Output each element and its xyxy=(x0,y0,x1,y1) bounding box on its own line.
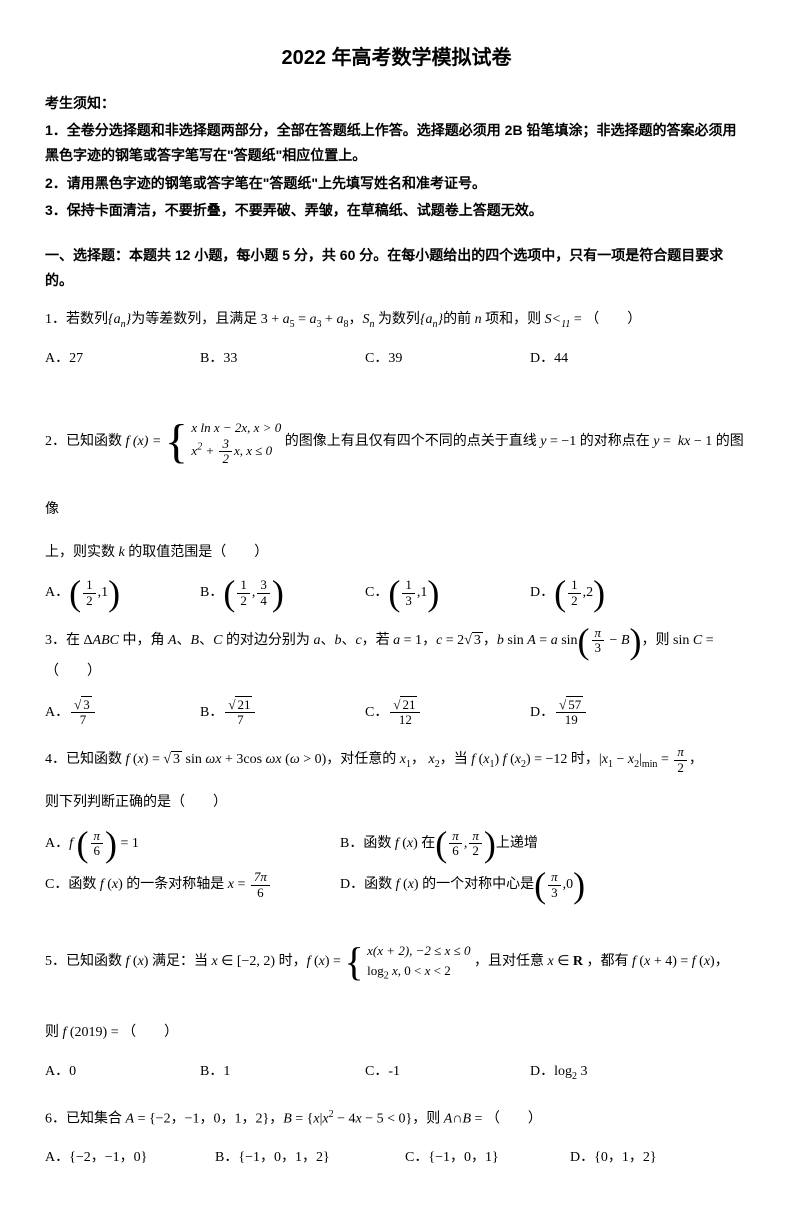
q2-option-d: D．(12,2) xyxy=(530,578,680,608)
q5-options: A．0 B．1 C．-1 D．log2 3 xyxy=(45,1059,748,1086)
question-4-line2: 则下列判断正确的是（ ） xyxy=(45,788,748,819)
q4-option-d: D．函数 f (x) 的一个对称中心是(π3,0) xyxy=(340,870,585,900)
exam-title: 2022 年高考数学模拟试卷 xyxy=(45,40,748,76)
q4-option-b: B．函数 f (x) 在(π6,π2)上递增 xyxy=(340,829,538,859)
question-6: 6．已知集合 A = {−2，−1，0，1，2}，B = {x|x2 − 4x … xyxy=(45,1104,748,1135)
q5-option-a: A．0 xyxy=(45,1059,185,1086)
q2-option-a: A．(12,1) xyxy=(45,578,185,608)
q3-option-d: D．5719 xyxy=(530,698,680,728)
q5-option-b: B．1 xyxy=(200,1059,350,1086)
q2-options: A．(12,1) B．(12,34) C．(13,1) D．(12,2) xyxy=(45,578,748,608)
question-5-line2: 则 f (2019) = （ ） xyxy=(45,1018,748,1049)
instruction-1: 1．全卷分选择题和非选择题两部分，全部在答题纸上作答。选择题必须用 2B 铅笔填… xyxy=(45,118,748,168)
question-1: 1．若数列{an}为等差数列，且满足 3 + a5 = a3 + a8，Sn 为… xyxy=(45,305,748,336)
q3-options: A．37 B．217 C．2112 D．5719 xyxy=(45,698,748,728)
section-1-header: 一、选择题：本题共 12 小题，每小题 5 分，共 60 分。在每小题给出的四个… xyxy=(45,243,748,293)
q1-mid1: 为等差数列，且满足 xyxy=(131,312,257,327)
q1-option-a: A．27 xyxy=(45,346,185,371)
question-2-line2: 上，则实数 k 的取值范围是（ ） xyxy=(45,538,748,569)
q3-option-b: B．217 xyxy=(200,698,350,728)
question-5: 5．已知函数 f (x) 满足：当 x ∈ [−2, 2) 时，f (x) = … xyxy=(45,918,748,1006)
q3-option-c: C．2112 xyxy=(365,698,515,728)
q4-option-c: C．函数 f (x) 的一条对称轴是 x = 7π6 xyxy=(45,870,325,900)
q6-option-b: B．{−1，0，1，2} xyxy=(215,1145,390,1170)
q4-option-a: A．f (π6) = 1 xyxy=(45,829,325,859)
instruction-2: 2．请用黑色字迹的钢笔或答字笔在"答题纸"上先填写姓名和准考证号。 xyxy=(45,171,748,196)
q1-option-c: C．39 xyxy=(365,346,515,371)
q4-options-row1: A．f (π6) = 1 B．函数 f (x) 在(π6,π2)上递增 xyxy=(45,829,748,859)
q1-option-b: B．33 xyxy=(200,346,350,371)
q6-options: A．{−2，−1，0} B．{−1，0，1，2} C．{−1，0，1} D．{0… xyxy=(45,1145,748,1170)
q6-option-d: D．{0，1，2} xyxy=(570,1145,657,1170)
question-2: 2．已知函数 f (x) = { x ln x − 2x, x > 0 x2 +… xyxy=(45,389,748,525)
q6-option-c: C．{−1，0，1} xyxy=(405,1145,555,1170)
q5-option-c: C．-1 xyxy=(365,1059,515,1086)
question-4: 4．已知函数 f (x) = 3 sin ωx + 3cos ωx (ω > 0… xyxy=(45,745,748,776)
instructions-header: 考生须知： xyxy=(45,91,748,116)
q5-option-d: D．log2 3 xyxy=(530,1059,680,1086)
q1-options: A．27 B．33 C．39 D．44 xyxy=(45,346,748,371)
q4-options-row2: C．函数 f (x) 的一条对称轴是 x = 7π6 D．函数 f (x) 的一… xyxy=(45,870,748,900)
q1-option-d: D．44 xyxy=(530,346,680,371)
q2-option-b: B．(12,34) xyxy=(200,578,350,608)
question-3: 3．在 ΔABC 中，角 A、B、C 的对边分别为 a、b、c，若 a = 1，… xyxy=(45,626,748,688)
q6-option-a: A．{−2，−1，0} xyxy=(45,1145,200,1170)
q2-option-c: C．(13,1) xyxy=(365,578,515,608)
q3-option-a: A．37 xyxy=(45,698,185,728)
instruction-3: 3．保持卡面清洁，不要折叠，不要弄破、弄皱，在草稿纸、试题卷上答题无效。 xyxy=(45,198,748,223)
q1-text: 1．若数列 xyxy=(45,312,108,327)
